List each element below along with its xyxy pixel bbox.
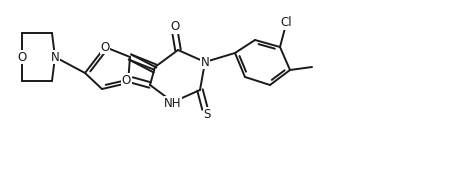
Text: O: O — [18, 51, 27, 63]
Text: O: O — [171, 20, 180, 33]
Text: N: N — [200, 56, 209, 68]
Text: Cl: Cl — [280, 16, 292, 29]
Text: O: O — [100, 41, 110, 53]
Text: S: S — [203, 108, 211, 121]
Text: O: O — [122, 73, 131, 87]
Text: N: N — [51, 51, 59, 63]
Text: NH: NH — [164, 97, 182, 110]
